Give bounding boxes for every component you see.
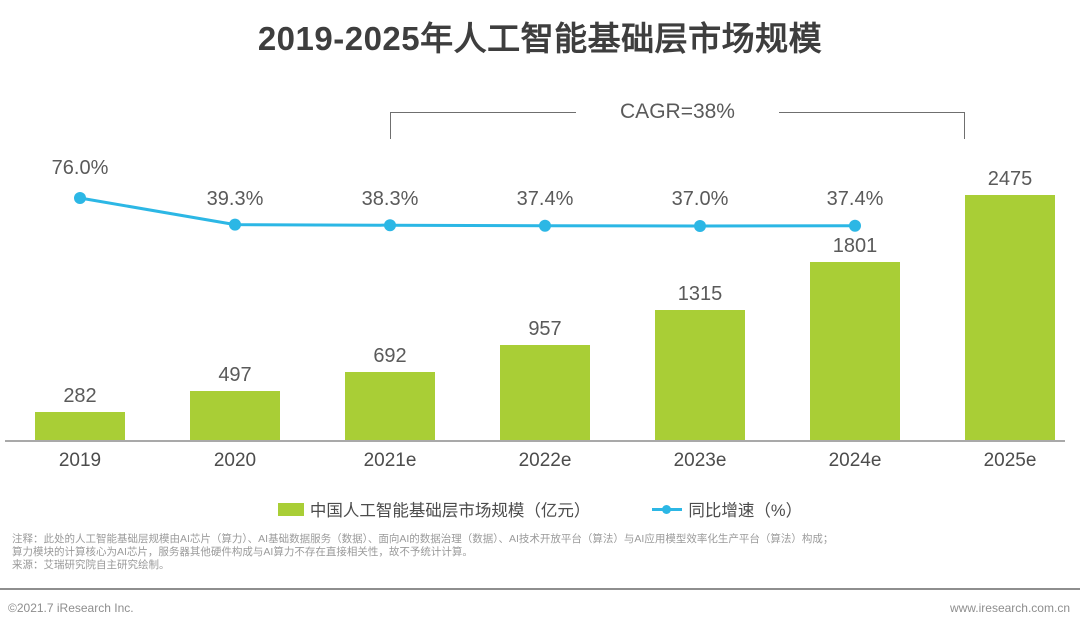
bar-column[interactable]: 1801 xyxy=(810,228,900,440)
bar-2020[interactable] xyxy=(190,390,280,440)
x-axis-label-2024e: 2024e xyxy=(828,450,882,471)
bar-column[interactable]: 497 xyxy=(190,357,280,440)
bar-column[interactable]: 957 xyxy=(500,311,590,440)
growth-rate-label: 37.4% xyxy=(516,188,574,210)
x-axis-label-2022e: 2022e xyxy=(518,450,572,471)
plot-area: 282 497 692 957 1315 1801 2475 76.0% 39.3% 38.3%… xyxy=(5,157,1065,471)
x-axis-baseline xyxy=(5,440,1065,442)
growth-rate-label: 37.4% xyxy=(826,188,884,210)
note-line-1: 注释：此处的人工智能基础层规模由AI芯片（算力）、AI基础数据服务（数据）、面向… xyxy=(12,533,834,545)
legend-item-bar[interactable]: 中国人工智能基础层市场规模（亿元） xyxy=(277,497,591,521)
note-line-2: 算力模块的计算核心为AI芯片，服务器其他硬件构成与AI算力不存在直接相关性，故不… xyxy=(12,546,473,558)
bar-value-label: 692 xyxy=(373,344,407,367)
bar-value-label: 497 xyxy=(218,363,252,386)
bar-2024e[interactable] xyxy=(810,261,900,440)
page-footer: ©2021.7 iResearch Inc. www.iresearch.com… xyxy=(0,596,1080,625)
bar-value-label: 2475 xyxy=(987,168,1033,190)
bar-2019[interactable] xyxy=(35,412,125,440)
bar-column[interactable]: 692 xyxy=(345,338,435,440)
chart-notes: 注释：此处的人工智能基础层规模由AI芯片（算力）、AI基础数据服务（数据）、面向… xyxy=(12,533,1068,572)
growth-rate-label: 38.3% xyxy=(361,188,419,210)
chart-title: 2019-2025年人工智能基础层市场规模 xyxy=(257,20,823,57)
legend-bar-swatch-icon xyxy=(277,502,304,516)
line-marker[interactable] xyxy=(539,219,551,232)
growth-rate-label: 37.0% xyxy=(671,188,729,210)
bar-column[interactable]: 282 xyxy=(35,378,125,440)
footer-divider xyxy=(0,588,1080,590)
bar-2021e[interactable] xyxy=(345,371,435,440)
bar-value-label: 282 xyxy=(63,385,97,408)
cagr-bracket-left-tick xyxy=(390,112,391,139)
line-marker[interactable] xyxy=(694,220,706,232)
x-axis-label-2019: 2019 xyxy=(58,450,102,471)
cagr-annotation: CAGR=38% xyxy=(390,100,965,144)
legend-item-line[interactable]: 同比增速（%） xyxy=(652,497,802,521)
legend-line-swatch-icon xyxy=(652,503,683,516)
bar-column[interactable]: 2475 xyxy=(965,161,1055,440)
bar-column[interactable]: 1315 xyxy=(655,276,745,440)
chart-legend: 中国人工智能基础层市场规模（亿元） 同比增速（%） xyxy=(0,497,1080,521)
bar-value-label: 957 xyxy=(528,318,562,341)
bar-value-label: 1801 xyxy=(832,234,878,257)
cagr-bracket-right-line xyxy=(779,112,965,113)
cagr-label: CAGR=38% xyxy=(620,100,735,123)
growth-rate-label: 39.3% xyxy=(206,188,264,210)
bar-2025e[interactable] xyxy=(965,195,1055,440)
footer-website[interactable]: www.iresearch.com.cn xyxy=(949,601,1070,615)
bar-2022e[interactable] xyxy=(500,345,590,440)
growth-rate-label: 76.0% xyxy=(51,157,109,179)
bar-value-label: 1315 xyxy=(677,282,723,305)
x-axis-label-2021e: 2021e xyxy=(363,450,417,471)
cagr-bracket-right-tick xyxy=(964,112,965,139)
cagr-bracket-left-line xyxy=(390,112,576,113)
x-axis-label-2023e: 2023e xyxy=(673,450,727,471)
line-marker[interactable] xyxy=(384,219,396,232)
line-marker[interactable] xyxy=(229,218,241,231)
x-axis-label-2020: 2020 xyxy=(213,450,257,471)
legend-bar-label: 中国人工智能基础层市场规模（亿元） xyxy=(309,502,591,520)
legend-line-label: 同比增速（%） xyxy=(688,502,803,520)
note-source: 来源：艾瑞研究院自主研究绘制。 xyxy=(12,559,170,571)
footer-copyright: ©2021.7 iResearch Inc. xyxy=(8,601,134,615)
line-marker[interactable] xyxy=(74,192,86,204)
bar-2023e[interactable] xyxy=(655,309,745,440)
x-axis-label-2025e: 2025e xyxy=(983,450,1037,471)
